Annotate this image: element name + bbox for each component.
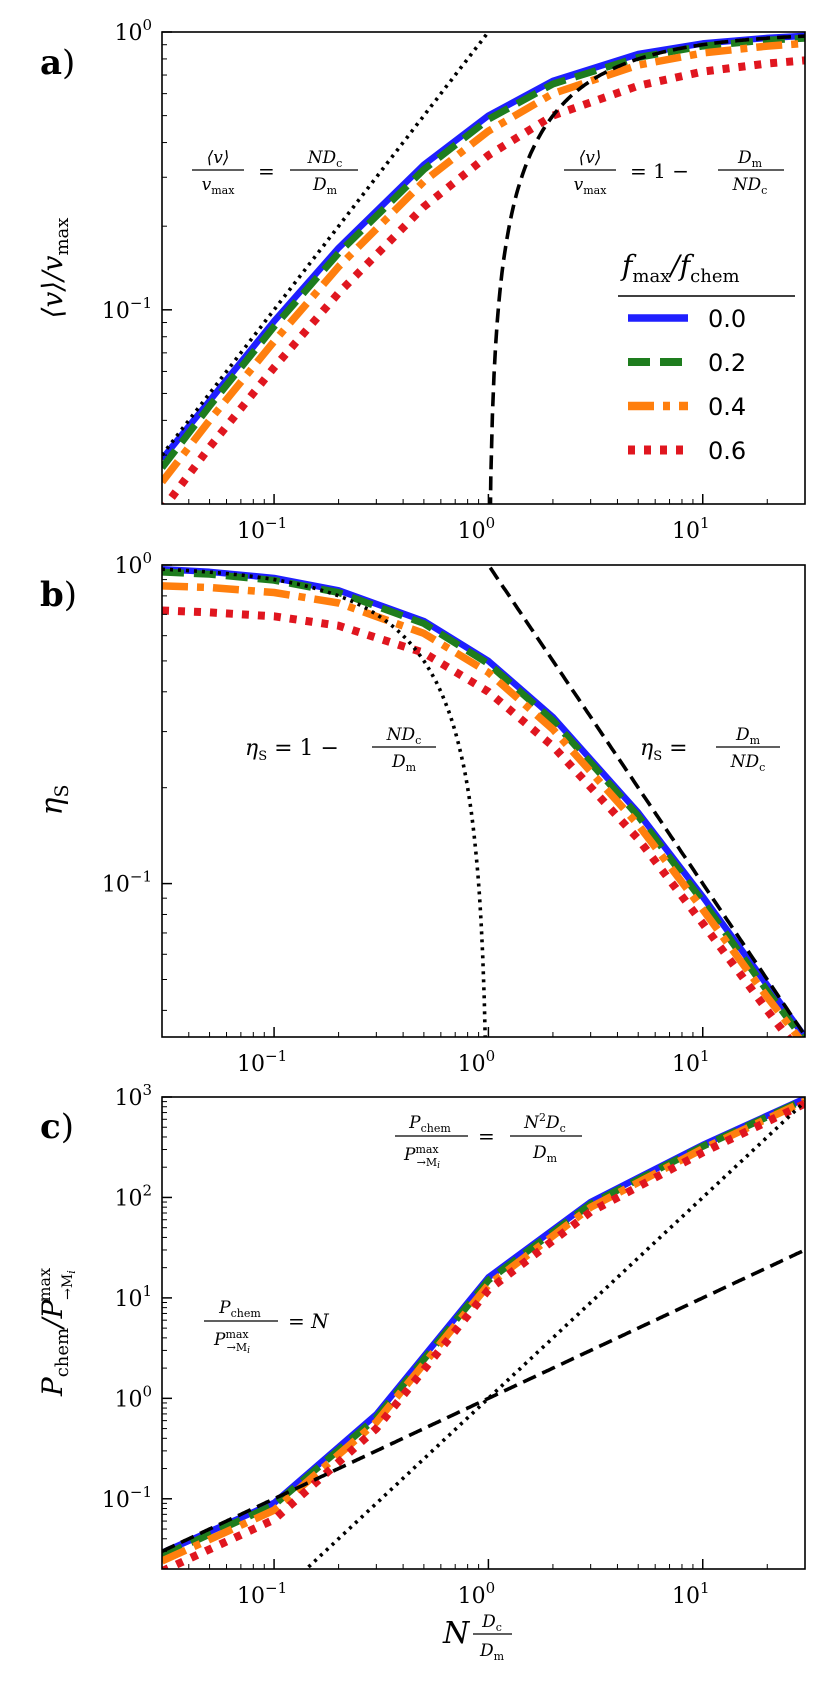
panel-b-ylabel: ηS	[35, 784, 73, 815]
svg-text:fmax/fchem: fmax/fchem	[620, 249, 740, 287]
x-tick-label: 100	[458, 1047, 496, 1077]
asymptote-dashed-line	[486, 565, 805, 1037]
series-0.6-line	[162, 1099, 805, 1569]
svg-text:Dm: Dm	[737, 148, 763, 170]
asymptote-dotted-line	[162, 567, 487, 1037]
panel-b-annotation-linear: ηS = 1 − NDc Dm	[245, 725, 436, 774]
y-tick-label: 102	[114, 1181, 152, 1211]
panel-a-ylabel: ⟨v⟩/vmax	[36, 218, 73, 319]
y-tick-label: 100	[114, 549, 152, 579]
y-tick-label: 10−1	[102, 868, 152, 898]
svg-text:Dc: Dc	[481, 1612, 502, 1634]
svg-text:ηS = 1 −: ηS = 1 −	[245, 736, 339, 764]
x-axis-label: N Dc Dm	[442, 1612, 512, 1663]
legend-entries: 0.0 0.2 0.4 0.6	[628, 305, 746, 465]
panel-b-curves	[162, 565, 805, 1037]
svg-text:⟨v⟩/vmax: ⟨v⟩/vmax	[36, 218, 73, 319]
panel-b-label: b)	[40, 575, 77, 615]
asymptote-dotted-line	[303, 1100, 805, 1569]
legend-label-0.0: 0.0	[708, 305, 746, 333]
svg-text:=: =	[478, 1124, 495, 1148]
x-tick-label: 100	[458, 514, 496, 544]
svg-text:Dm: Dm	[479, 1641, 505, 1663]
legend-title: fmax/fchem	[618, 249, 795, 297]
svg-text:Pmax→Mi: Pmax →Mi	[403, 1143, 440, 1171]
series-0.2-line	[162, 1097, 805, 1560]
x-tick-label: 10−1	[237, 1579, 287, 1609]
panel-c-ticks: 10−1 100 101 103 102 101 100 10−1	[102, 1081, 806, 1609]
svg-text:NDc: NDc	[307, 148, 343, 170]
svg-text:NDc: NDc	[386, 725, 422, 747]
series-0.4-line	[162, 1097, 805, 1565]
svg-text:⟨v⟩: ⟨v⟩	[579, 148, 602, 168]
panel-c-label: c)	[40, 1107, 74, 1147]
y-tick-label: 103	[114, 1081, 152, 1111]
series-0.4-line	[162, 39, 805, 485]
series-0.0-line	[162, 1097, 805, 1556]
y-tick-label: 101	[114, 1282, 152, 1312]
legend-label-0.2: 0.2	[708, 349, 746, 377]
asymptote-dashed-line	[162, 1248, 805, 1553]
svg-text:Dm: Dm	[391, 752, 417, 774]
svg-text:= 1 −: = 1 −	[630, 159, 689, 183]
svg-text:N2Dc: N2Dc	[523, 1111, 566, 1135]
series-0.6-line	[162, 56, 805, 504]
svg-text:ηS: ηS	[35, 784, 73, 815]
y-tick-label: 100	[114, 16, 152, 46]
panel-c-ylabel: Pchem/Pmax →Mi	[35, 1268, 78, 1397]
svg-text:= N: = N	[288, 1309, 330, 1333]
svg-text:Pchem: Pchem	[408, 1113, 451, 1135]
legend-label-0.6: 0.6	[708, 437, 746, 465]
panel-a-frame	[161, 31, 806, 505]
legend-label-0.4: 0.4	[708, 393, 746, 421]
x-tick-label: 101	[672, 514, 710, 544]
panel-c: 10−1 100 101 103 102 101 100 10−1 c) Pchem/Pmax…	[35, 1081, 806, 1663]
svg-text:=: =	[258, 159, 275, 183]
panel-b-ticks: 10−1 100 101 100 10−1	[102, 549, 806, 1077]
panel-a-curves	[162, 32, 805, 504]
svg-text:Dm: Dm	[735, 725, 761, 747]
svg-text:Pchem/Pmax→Mi: Pchem/Pmax →Mi	[35, 1268, 78, 1397]
legend: fmax/fchem 0.0 0.2 0.4 0.6	[618, 249, 795, 465]
series-0.4-line	[162, 582, 803, 1037]
series-0.0-line	[162, 565, 805, 1037]
x-tick-label: 10−1	[237, 514, 287, 544]
y-tick-label: 100	[114, 1382, 152, 1412]
svg-text:Dm: Dm	[312, 175, 338, 197]
series-0.6-line	[162, 606, 793, 1037]
y-tick-label: 10−1	[102, 294, 152, 324]
svg-text:vmax: vmax	[202, 175, 236, 197]
panel-a: 10−1 100 101 100 10−1 a) ⟨v⟩/vmax ⟨v⟩ vmax =…	[36, 16, 806, 544]
svg-text:Pchem: Pchem	[218, 1298, 261, 1320]
svg-text:NDc: NDc	[730, 752, 766, 774]
svg-text:Dm: Dm	[532, 1143, 558, 1165]
svg-text:N: N	[442, 1616, 471, 1651]
panel-b-annotation-inverse: ηS = Dm NDc	[640, 725, 780, 774]
svg-text:NDc: NDc	[732, 175, 768, 197]
svg-text:vmax: vmax	[574, 175, 608, 197]
series-0.2-line	[162, 34, 805, 470]
svg-text:Pmax→Mi: Pmax →Mi	[213, 1328, 250, 1356]
panel-a-annotation-linear: ⟨v⟩ vmax = NDc Dm	[192, 148, 358, 197]
x-tick-label: 101	[672, 1579, 710, 1609]
panel-c-curves	[162, 1097, 805, 1569]
panel-a-annotation-saturation: ⟨v⟩ vmax = 1 − Dm NDc	[564, 148, 784, 197]
panel-c-frame	[161, 1096, 806, 1570]
asymptote-dashed-line	[488, 34, 805, 504]
panel-a-label: a)	[40, 43, 75, 83]
y-tick-label: 10−1	[102, 1483, 152, 1513]
x-tick-label: 10−1	[237, 1047, 287, 1077]
x-tick-label: 100	[458, 1579, 496, 1609]
x-tick-label: 101	[672, 1047, 710, 1077]
svg-text:ηS =: ηS =	[640, 736, 688, 764]
series-0.2-line	[162, 568, 805, 1037]
panel-a-ticks: 10−1 100 101 100 10−1	[102, 16, 806, 544]
panel-b-frame	[161, 564, 806, 1038]
svg-text:⟨v⟩: ⟨v⟩	[207, 148, 230, 168]
panel-c-annotation-linear: Pchem Pmax →Mi = N	[204, 1298, 330, 1356]
panel-c-annotation-quadratic: Pchem Pmax →Mi = N2Dc Dm	[395, 1111, 582, 1171]
